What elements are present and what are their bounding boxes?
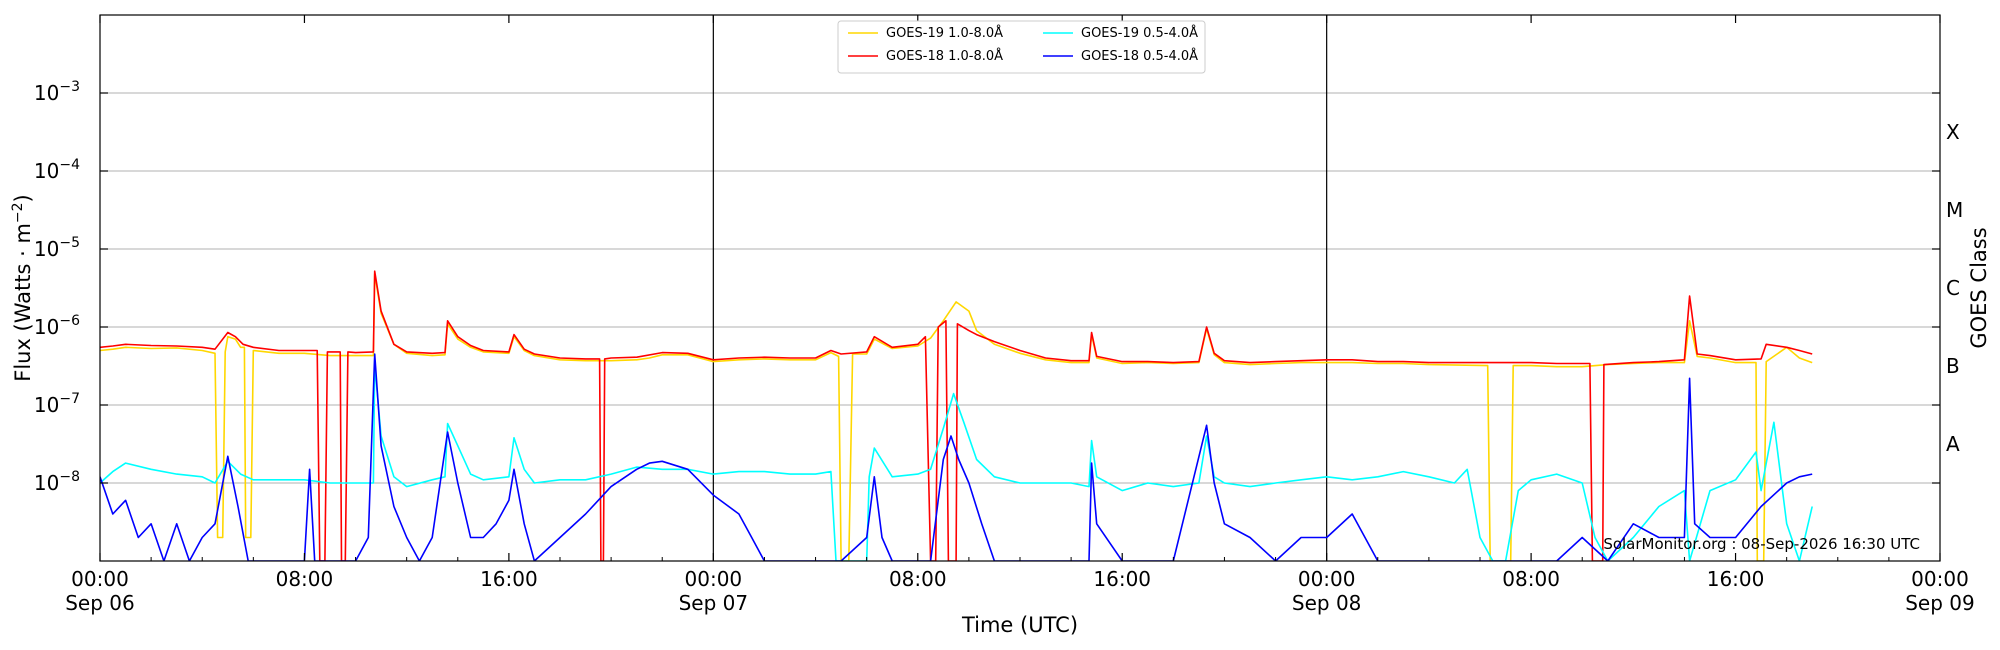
x-tick-date-label: Sep 09	[1905, 591, 1975, 615]
y-tick-label: 10−3	[34, 79, 80, 105]
goes-class-label: X	[1946, 120, 1960, 144]
goes-class-label: A	[1946, 432, 1960, 456]
x-tick-label: 16:00	[1093, 567, 1151, 591]
series-line-3	[100, 353, 1813, 561]
y-tick-label: 10−7	[34, 391, 80, 417]
y-tick-label: 10−6	[34, 313, 80, 339]
x-tick-label: 16:00	[1707, 567, 1765, 591]
legend-label: GOES-19 0.5-4.0Å	[1081, 25, 1198, 41]
legend-box	[837, 20, 1206, 74]
legend-label: GOES-18 0.5-4.0Å	[1081, 48, 1198, 64]
y-tick-labels: 10−3 10−4 10−5 10−6 10−7 10−8	[34, 79, 80, 495]
legend-label: GOES-18 1.0-8.0Å	[886, 48, 1003, 64]
y-tick-label: 10−4	[34, 157, 80, 183]
legend-label: GOES-19 1.0-8.0Å	[886, 25, 1003, 41]
y-tick-label: 10−5	[34, 235, 80, 261]
y-axis-title: Flux (Watts · m−2)	[10, 194, 35, 382]
goes-class-labels: X M C B A	[1946, 120, 1963, 456]
goes-class-label: M	[1946, 198, 1963, 222]
x-tick-label: 00:00	[71, 567, 129, 591]
x-tick-label: 08:00	[276, 567, 334, 591]
x-tick-label: 16:00	[480, 567, 538, 591]
x-tick-label: 00:00	[1911, 567, 1969, 591]
data-series	[100, 270, 1813, 561]
gridlines	[100, 92, 1940, 484]
x-tick-label: 08:00	[1502, 567, 1560, 591]
series-line-0	[100, 273, 1813, 561]
right-axis-title: GOES Class	[1967, 227, 1991, 348]
goes-class-label: B	[1946, 354, 1960, 378]
y-tick-label: 10−8	[34, 469, 80, 495]
x-tick-label: 00:00	[1298, 567, 1356, 591]
goes-class-label: C	[1946, 276, 1960, 300]
legend: GOES-19 1.0-8.0Å GOES-18 1.0-8.0Å GOES-19 …	[837, 20, 1206, 74]
x-axis-title: Time (UTC)	[961, 613, 1078, 637]
x-tick-date-label: Sep 08	[1292, 591, 1362, 615]
x-tick-date-label: Sep 07	[679, 591, 749, 615]
x-tick-label: 08:00	[889, 567, 947, 591]
x-tick-date-label: Sep 06	[65, 591, 135, 615]
credit-text: SolarMonitor.org : 08-Sep-2026 16:30 UTC	[1603, 535, 1920, 553]
series-line-1	[100, 270, 1813, 561]
day-dividers	[712, 15, 1328, 561]
axis-ticks	[99, 15, 1941, 561]
x-tick-label: 00:00	[685, 567, 743, 591]
